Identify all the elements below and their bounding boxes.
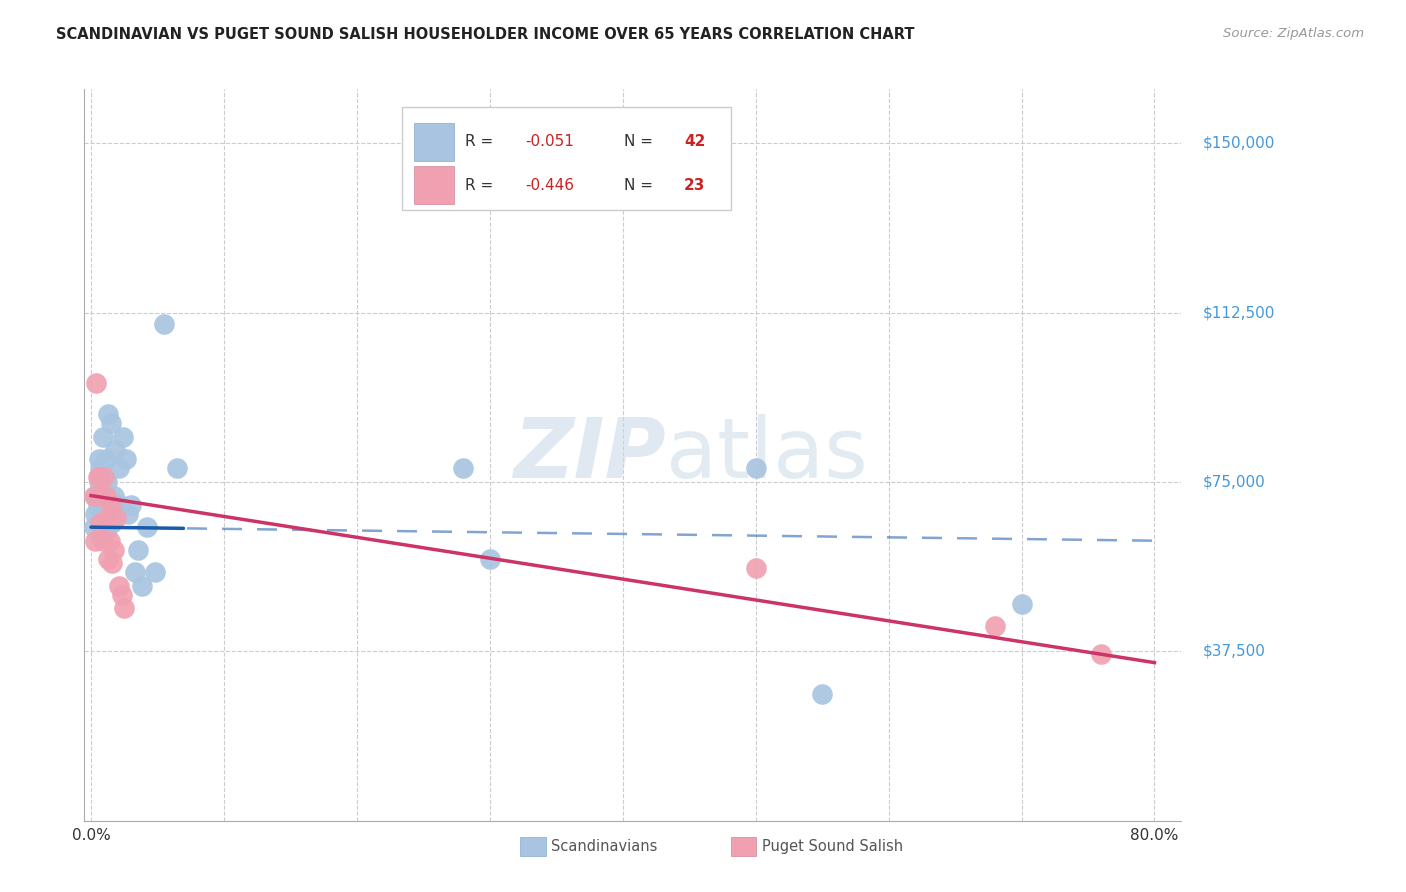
Point bbox=[89, 461, 111, 475]
Text: $112,500: $112,500 bbox=[1204, 305, 1275, 320]
Point bbox=[744, 461, 766, 475]
Point bbox=[96, 511, 118, 525]
Text: 23: 23 bbox=[685, 178, 706, 193]
Point bbox=[97, 407, 120, 421]
Point bbox=[811, 687, 834, 701]
Point bbox=[984, 619, 1007, 633]
Text: Scandinavians: Scandinavians bbox=[551, 839, 658, 854]
Point bbox=[112, 601, 135, 615]
Point bbox=[86, 470, 108, 484]
Point bbox=[108, 461, 131, 475]
Point bbox=[124, 566, 146, 580]
Point bbox=[84, 507, 107, 521]
Point bbox=[120, 498, 142, 512]
Point bbox=[83, 520, 105, 534]
Text: 42: 42 bbox=[685, 134, 706, 149]
Point bbox=[153, 317, 176, 331]
Point bbox=[91, 533, 114, 548]
Point bbox=[91, 430, 114, 444]
Point bbox=[93, 516, 115, 530]
Point bbox=[93, 470, 115, 484]
Point bbox=[83, 489, 105, 503]
Point bbox=[94, 524, 117, 539]
Point bbox=[93, 489, 115, 503]
Text: -0.051: -0.051 bbox=[526, 134, 574, 149]
Point bbox=[166, 461, 188, 475]
Point bbox=[90, 489, 112, 503]
FancyBboxPatch shape bbox=[415, 166, 454, 204]
Point bbox=[86, 376, 108, 390]
Point bbox=[110, 498, 132, 512]
Point bbox=[110, 588, 132, 602]
Point bbox=[90, 489, 112, 503]
Text: Source: ZipAtlas.com: Source: ZipAtlas.com bbox=[1223, 27, 1364, 40]
Point bbox=[101, 556, 124, 570]
Point bbox=[100, 417, 122, 431]
Point bbox=[131, 579, 153, 593]
Point bbox=[94, 452, 117, 467]
Point bbox=[89, 529, 111, 543]
Point bbox=[86, 489, 108, 503]
Point bbox=[1090, 647, 1112, 661]
Point bbox=[744, 561, 766, 575]
Point bbox=[104, 443, 127, 458]
Point bbox=[105, 511, 128, 525]
Point bbox=[97, 507, 120, 521]
Text: $150,000: $150,000 bbox=[1204, 136, 1275, 151]
Point bbox=[87, 452, 110, 467]
Point bbox=[84, 533, 107, 548]
Text: -0.446: -0.446 bbox=[526, 178, 574, 193]
Point bbox=[86, 498, 108, 512]
Point bbox=[127, 542, 149, 557]
Text: $37,500: $37,500 bbox=[1204, 644, 1265, 659]
Text: SCANDINAVIAN VS PUGET SOUND SALISH HOUSEHOLDER INCOME OVER 65 YEARS CORRELATION : SCANDINAVIAN VS PUGET SOUND SALISH HOUSE… bbox=[56, 27, 915, 42]
Text: $75,000: $75,000 bbox=[1204, 475, 1265, 490]
Text: N =: N = bbox=[624, 178, 658, 193]
Point bbox=[96, 475, 118, 489]
Point bbox=[143, 566, 166, 580]
Point bbox=[87, 470, 110, 484]
Text: atlas: atlas bbox=[665, 415, 868, 495]
Point bbox=[111, 430, 134, 444]
Point bbox=[103, 542, 125, 557]
Point bbox=[451, 461, 474, 475]
Point bbox=[117, 507, 139, 521]
Text: ZIP: ZIP bbox=[513, 415, 665, 495]
Point bbox=[135, 520, 157, 534]
Point bbox=[1011, 597, 1033, 611]
Point bbox=[103, 489, 125, 503]
Point bbox=[89, 516, 111, 530]
Point bbox=[114, 452, 136, 467]
Point bbox=[478, 551, 501, 566]
Point bbox=[101, 516, 124, 530]
Text: N =: N = bbox=[624, 134, 658, 149]
FancyBboxPatch shape bbox=[402, 108, 731, 210]
Point bbox=[100, 498, 122, 512]
Point bbox=[87, 475, 110, 489]
Point bbox=[105, 507, 128, 521]
Text: R =: R = bbox=[465, 134, 498, 149]
Point bbox=[97, 551, 120, 566]
Point bbox=[90, 507, 112, 521]
Point bbox=[98, 498, 121, 512]
Text: Puget Sound Salish: Puget Sound Salish bbox=[762, 839, 903, 854]
Point bbox=[98, 533, 121, 548]
FancyBboxPatch shape bbox=[415, 122, 454, 161]
Text: R =: R = bbox=[465, 178, 498, 193]
Point bbox=[94, 489, 117, 503]
Point bbox=[108, 579, 131, 593]
